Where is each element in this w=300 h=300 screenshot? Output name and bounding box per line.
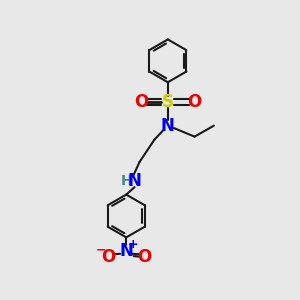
Text: N: N — [161, 117, 175, 135]
Text: +: + — [128, 238, 138, 251]
Text: O: O — [135, 93, 149, 111]
Text: −: − — [96, 244, 106, 257]
Text: H: H — [120, 174, 132, 188]
Text: S: S — [162, 93, 174, 111]
Text: N: N — [119, 242, 133, 260]
Text: O: O — [187, 93, 201, 111]
Text: O: O — [101, 248, 115, 266]
Text: N: N — [128, 172, 142, 190]
Text: O: O — [137, 248, 152, 266]
